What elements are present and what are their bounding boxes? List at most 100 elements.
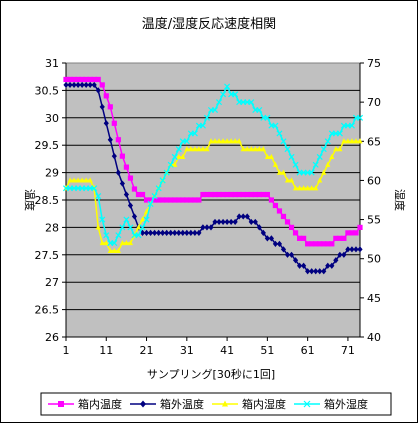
data-point <box>131 213 138 220</box>
data-point <box>305 185 311 191</box>
data-point <box>95 76 101 83</box>
y-tick-label: 26.5 <box>35 304 60 317</box>
data-point <box>329 241 335 247</box>
data-point <box>172 229 178 236</box>
data-point <box>95 193 102 200</box>
y-tick-label: 29 <box>45 167 59 180</box>
chart-title: 温度/湿度反応速度相関 <box>142 16 276 32</box>
data-point <box>87 81 93 89</box>
data-point <box>164 197 170 203</box>
legend-label: 箱内温度 <box>78 397 122 411</box>
data-point <box>317 177 323 183</box>
gridlines <box>66 89 360 311</box>
data-point <box>252 218 258 226</box>
data-point <box>288 224 295 230</box>
data-point <box>296 185 303 191</box>
data-point <box>232 138 238 144</box>
data-point <box>272 161 279 167</box>
data-point <box>139 216 146 222</box>
data-point <box>337 146 343 152</box>
y-tick-label: 28 <box>45 221 59 234</box>
data-point <box>220 218 226 226</box>
data-point <box>320 146 327 153</box>
y-tick-label: 26 <box>45 331 59 344</box>
data-point <box>192 146 198 152</box>
data-point <box>256 191 262 198</box>
data-point <box>200 146 206 152</box>
data-point <box>272 122 279 129</box>
data-point <box>348 122 355 129</box>
data-point <box>99 216 106 223</box>
y-axis-title: 温度 <box>23 189 37 211</box>
data-point <box>341 251 347 258</box>
y-tick-label: 27 <box>45 276 59 289</box>
data-point <box>272 240 279 247</box>
data-point <box>143 216 150 223</box>
data-point <box>168 229 174 236</box>
data-point <box>316 153 323 160</box>
data-point <box>292 230 299 236</box>
data-point <box>256 106 263 113</box>
data-point <box>135 232 142 239</box>
data-point <box>228 218 234 226</box>
data-point <box>357 224 363 230</box>
data-point <box>280 246 287 253</box>
data-point <box>345 230 351 236</box>
data-point <box>119 239 125 246</box>
data-point <box>143 197 150 203</box>
data-point <box>191 130 198 137</box>
data-point <box>91 76 97 83</box>
x-tick-label: 21 <box>140 344 154 357</box>
data-point <box>280 138 287 145</box>
data-point <box>192 197 198 203</box>
data-point <box>199 122 206 129</box>
data-point <box>260 229 266 236</box>
data-point <box>256 146 262 152</box>
data-point <box>123 216 130 223</box>
data-point <box>200 224 206 231</box>
data-point <box>280 169 287 175</box>
data-point <box>160 197 166 203</box>
data-point <box>200 191 206 198</box>
data-point <box>345 246 351 253</box>
data-point <box>131 186 138 192</box>
data-point <box>159 177 166 184</box>
data-point <box>240 146 246 152</box>
data-point <box>188 229 194 236</box>
data-point <box>216 218 222 226</box>
y2-tick-label: 65 <box>367 135 381 148</box>
data-point <box>236 138 242 144</box>
y2-axis-title: 湿度 <box>393 189 407 211</box>
data-point <box>349 230 355 236</box>
data-point <box>236 213 242 220</box>
data-point <box>353 138 359 144</box>
data-point <box>244 213 250 220</box>
data-point <box>240 213 246 220</box>
data-point <box>83 76 89 83</box>
data-point <box>280 213 287 220</box>
data-point <box>107 104 113 110</box>
y2-tick-label: 60 <box>367 174 381 187</box>
data-point <box>244 146 250 152</box>
data-point <box>252 191 258 198</box>
data-point <box>356 114 364 121</box>
data-point <box>115 169 121 176</box>
data-point <box>107 136 113 143</box>
data-point <box>284 146 291 153</box>
data-point <box>336 130 343 137</box>
data-point <box>212 218 218 226</box>
data-point <box>341 138 347 144</box>
data-point <box>276 240 283 247</box>
data-point <box>248 191 254 198</box>
data-point <box>357 138 363 144</box>
data-point <box>87 76 93 83</box>
data-point <box>67 81 73 89</box>
data-point <box>228 138 234 144</box>
data-point <box>309 241 315 247</box>
data-point <box>248 146 254 152</box>
data-point <box>228 191 234 198</box>
series-箱外湿度 <box>62 83 364 247</box>
data-point <box>188 197 194 203</box>
x-tick-label: 1 <box>63 344 70 357</box>
